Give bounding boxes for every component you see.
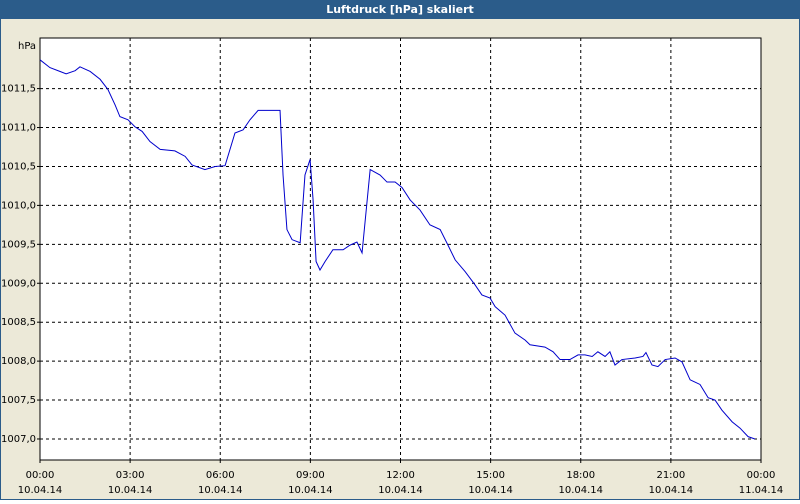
x-tick-date: 10.04.14 xyxy=(558,485,603,496)
x-tick-label: 15:00 xyxy=(476,470,505,481)
y-tick-label: 1011,0 xyxy=(1,123,36,134)
y-tick-label: 1008,5 xyxy=(1,317,36,328)
x-tick-label: 00:00 xyxy=(26,470,55,481)
x-tick-label: 18:00 xyxy=(566,470,595,481)
y-tick-label: 1009,5 xyxy=(1,239,36,250)
x-tick-date: 10.04.14 xyxy=(198,485,243,496)
chart-title: Luftdruck [hPa] skaliert xyxy=(326,3,474,16)
y-tick-label: 1010,5 xyxy=(1,161,36,172)
y-tick-label: 1007,0 xyxy=(1,434,36,445)
y-tick-label: 1010,0 xyxy=(1,200,36,211)
x-tick-date: 11.04.14 xyxy=(739,485,784,496)
x-tick-label: 12:00 xyxy=(386,470,415,481)
x-tick-label: 03:00 xyxy=(116,470,145,481)
y-unit: hPa xyxy=(18,41,36,52)
y-tick-label: 1009,0 xyxy=(1,278,36,289)
x-tick-date: 10.04.14 xyxy=(108,485,153,496)
data-line xyxy=(39,59,756,440)
x-tick-label: 06:00 xyxy=(206,470,235,481)
x-tick-label: 21:00 xyxy=(656,470,685,481)
y-tick-label: 1007,5 xyxy=(1,395,36,406)
y-tick-label: 1008,0 xyxy=(1,356,36,367)
x-tick-date: 10.04.14 xyxy=(649,485,694,496)
x-tick-date: 10.04.14 xyxy=(378,485,423,496)
x-tick-date: 10.04.14 xyxy=(288,485,333,496)
x-tick-date: 10.04.14 xyxy=(468,485,513,496)
y-tick-label: 1011,5 xyxy=(1,84,36,95)
title-bar xyxy=(0,0,800,19)
x-tick-label: 00:00 xyxy=(747,470,776,481)
x-tick-date: 10.04.14 xyxy=(18,485,63,496)
x-tick-label: 09:00 xyxy=(296,470,325,481)
